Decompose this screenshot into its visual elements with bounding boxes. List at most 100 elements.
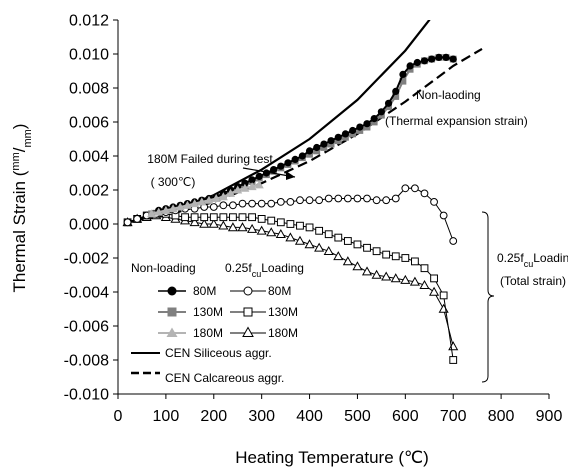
data-point — [161, 205, 171, 214]
y-tick-label: 0.002 — [69, 183, 109, 200]
legend-marker-130m-nonloading — [167, 307, 177, 317]
series-line — [151, 183, 260, 215]
data-point — [353, 240, 362, 249]
y-tick-label: 0.006 — [69, 115, 109, 132]
data-point — [286, 198, 295, 206]
data-point — [406, 62, 414, 70]
y-axis-label: Thermal Strain (mm/mm) — [10, 124, 34, 293]
data-point — [238, 213, 247, 222]
data-point — [255, 172, 263, 180]
legend-header-nonloading: Non-loading — [131, 261, 196, 275]
data-point — [248, 213, 256, 222]
data-point — [382, 196, 391, 205]
data-point — [391, 194, 400, 203]
data-point — [204, 195, 214, 204]
legend-label-cen-calcareous: CEN Calcareous aggr. — [165, 371, 284, 385]
data-point — [227, 222, 238, 232]
data-point — [361, 266, 373, 276]
x-tick-label: 100 — [153, 408, 180, 425]
data-point — [254, 180, 264, 189]
legend-row-180m: 180M 180M — [158, 326, 298, 340]
data-point — [334, 194, 343, 203]
data-point — [384, 99, 393, 107]
data-point — [133, 215, 142, 223]
data-point — [226, 188, 236, 197]
data-point — [315, 226, 324, 235]
data-point — [247, 182, 257, 191]
data-point — [439, 211, 448, 220]
x-tick-label: 800 — [488, 408, 515, 425]
data-point — [199, 218, 210, 228]
data-point — [305, 196, 314, 205]
data-point — [401, 254, 410, 262]
data-point — [267, 216, 276, 225]
x-tick-label: 500 — [344, 408, 371, 425]
data-point — [314, 242, 325, 252]
series-cen-siliceous-aggr-cen — [127, 20, 431, 224]
data-point — [229, 213, 237, 222]
data-point — [449, 55, 457, 63]
failure-annotation: 180M Failed during test ( 300℃) — [147, 152, 296, 189]
data-point — [257, 215, 266, 223]
data-point — [257, 199, 266, 208]
y-tick-label: -0.010 — [64, 387, 109, 404]
legend-row-130m: 130M 130M — [158, 305, 298, 319]
legend-header-loading: 0.25fcuLoading — [225, 261, 304, 279]
data-point — [276, 198, 285, 206]
failed-annotation-line2: ( 300℃) — [151, 175, 196, 189]
y-tick-label: 0.004 — [69, 149, 109, 166]
data-point — [381, 271, 392, 281]
data-point — [313, 143, 321, 152]
nonloading-annotation-line1: Non-laoding — [416, 88, 481, 102]
data-point — [391, 252, 400, 261]
data-point — [286, 220, 295, 228]
y-tick-label: 0.010 — [69, 47, 109, 64]
data-point — [241, 179, 249, 187]
data-point — [168, 204, 178, 213]
data-point — [399, 70, 407, 78]
legend-marker-80m-loading — [243, 286, 253, 296]
data-point — [197, 197, 207, 206]
series-line — [127, 20, 431, 224]
x-tick-label: 400 — [296, 408, 323, 425]
data-point — [429, 286, 440, 296]
data-point — [363, 243, 371, 252]
data-point — [189, 217, 200, 227]
data-point — [419, 279, 430, 289]
data-point — [305, 223, 314, 232]
data-point — [327, 137, 335, 145]
data-point — [392, 87, 400, 95]
data-point — [291, 155, 299, 163]
data-point — [438, 303, 449, 313]
data-point — [296, 221, 304, 230]
data-point — [175, 202, 185, 211]
data-point — [382, 250, 391, 259]
data-point — [343, 237, 352, 245]
data-point — [400, 274, 411, 284]
axes — [117, 20, 549, 395]
legend-label-80m-nonloading: 80M — [193, 284, 216, 298]
data-point — [449, 356, 458, 364]
data-point — [334, 233, 343, 242]
y-tick-label: 0.012 — [69, 13, 109, 30]
data-point — [342, 256, 353, 266]
y-ticks: 0.012 0.010 0.008 0.006 0.004 0.002 0.000 -0.00… — [64, 13, 118, 404]
legend-label-80m-loading: 80M — [268, 284, 291, 298]
legend-marker-80m-nonloading — [167, 286, 177, 296]
data-point — [190, 213, 199, 222]
data-point — [401, 184, 410, 193]
data-point — [334, 133, 342, 141]
legend-label-130m-nonloading: 130M — [193, 305, 223, 319]
legend-marker-130m-loading — [243, 307, 253, 317]
data-point — [240, 183, 250, 192]
data-point — [211, 194, 221, 202]
series-line — [127, 47, 483, 224]
data-point — [411, 257, 419, 266]
x-tick-label: 0 — [114, 408, 123, 425]
data-point — [247, 223, 258, 233]
series-layer — [122, 20, 483, 364]
data-point — [219, 201, 228, 210]
y-tick-label: 0.000 — [69, 217, 109, 234]
data-point — [435, 53, 443, 62]
legend-label-180m-nonloading: 180M — [193, 326, 223, 340]
